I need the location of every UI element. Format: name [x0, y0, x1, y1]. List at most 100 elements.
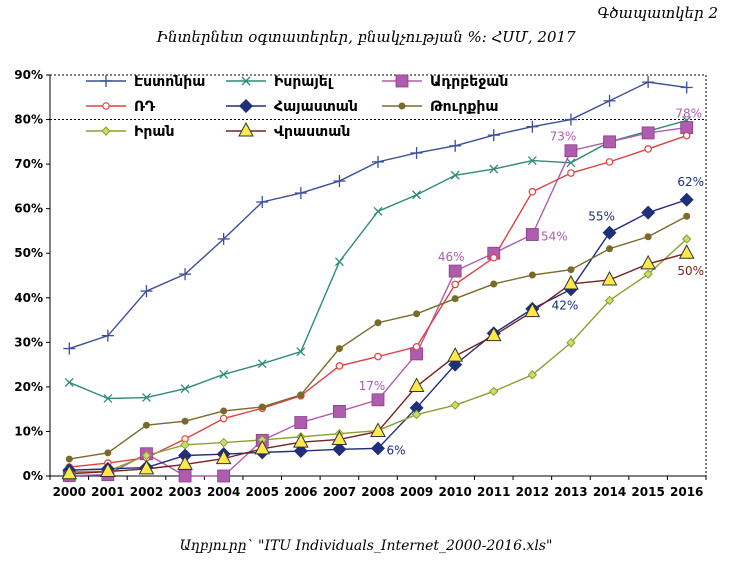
data-point [525, 228, 539, 241]
data-point [217, 232, 230, 245]
data-label: 54% [541, 230, 568, 244]
data-point [447, 347, 464, 362]
data-point [567, 266, 575, 274]
data-point [138, 459, 155, 475]
data-point [334, 257, 344, 267]
data-point [219, 369, 229, 379]
y-tick-label: 0% [23, 469, 43, 483]
x-tick-label: 2005 [246, 485, 279, 499]
data-point [528, 271, 536, 279]
legend-item: ՌԴ [86, 99, 156, 115]
data-point [683, 212, 691, 220]
legend-item: Իսրայել [226, 74, 334, 90]
legend-marker [102, 102, 110, 110]
chart-axes: 0% 10% 20% 30% 40% 50% 60% 70% 80% 90% 2000 2001 200… [14, 68, 707, 499]
data-point [256, 195, 269, 208]
y-tick-label: 60% [14, 202, 43, 216]
data-point [490, 280, 498, 288]
legend-item: Հայաստան [226, 99, 358, 115]
data-point [678, 244, 695, 259]
data-point [333, 175, 346, 188]
y-tick-label: 10% [14, 424, 43, 438]
data-point [604, 295, 615, 306]
data-point [296, 347, 306, 357]
data-point [448, 264, 462, 278]
data-point [140, 285, 153, 298]
data-point [374, 319, 382, 327]
data-point [332, 442, 347, 457]
data-point [61, 464, 78, 480]
series-line [69, 134, 687, 468]
data-point [641, 126, 655, 140]
data-point [485, 326, 502, 342]
data-point [681, 234, 692, 244]
y-tick-label: 50% [14, 246, 43, 260]
data-label: 42% [552, 298, 579, 312]
data-point [297, 391, 305, 399]
legend-marker [239, 99, 253, 113]
data-point [408, 377, 425, 392]
chart-title: Ինտերնետ օգտատերեր, բնակչության %: ՀՍՄ, … [156, 28, 576, 46]
data-label: 55% [588, 210, 615, 224]
x-tick-label: 2013 [554, 485, 587, 499]
data-point [294, 187, 307, 200]
data-point [450, 170, 460, 180]
data-point [603, 135, 616, 149]
data-point [563, 274, 579, 290]
x-tick-label: 2010 [438, 485, 471, 499]
data-point [370, 422, 386, 437]
x-tick-label: 2006 [284, 485, 317, 499]
x-tick-label: 2016 [670, 485, 703, 499]
data-point [680, 121, 694, 134]
data-point [564, 144, 578, 158]
data-point [292, 433, 309, 448]
legend-label: Ադրբեջան [430, 74, 508, 90]
data-point [566, 158, 576, 168]
x-tick-label: 2009 [400, 485, 433, 499]
data-label: 6% [386, 443, 405, 457]
source-note: Աղբյուրը` "ITU Individuals_Internet_2000… [179, 538, 553, 554]
data-point [218, 437, 229, 448]
data-point [641, 205, 656, 220]
data-point [605, 158, 614, 166]
legend-label: Թուրքիա [430, 99, 499, 115]
data-point [103, 394, 113, 403]
data-point [640, 254, 656, 270]
data-point [606, 245, 614, 253]
data-point [215, 449, 232, 465]
x-tick-label: 2014 [593, 485, 626, 499]
data-point [371, 441, 385, 456]
legend-marker [238, 121, 254, 137]
x-tick-label: 2000 [53, 485, 86, 499]
data-point [679, 192, 694, 207]
legend-label: Էստոնիա [134, 74, 205, 90]
data-point [331, 430, 348, 445]
data-point [644, 145, 652, 153]
data-point [177, 455, 193, 470]
data-point [180, 384, 190, 394]
data-label: 62% [677, 175, 704, 189]
data-point [65, 455, 73, 463]
data-point [644, 233, 652, 241]
legend-label: ՌԴ [134, 99, 156, 115]
legend-item: Իրան [86, 124, 174, 140]
data-point [257, 359, 267, 369]
legend-label: Իրան [134, 124, 174, 140]
data-label: 17% [359, 379, 386, 393]
data-point [179, 268, 192, 281]
y-tick-label: 40% [14, 291, 43, 305]
legend-marker [241, 76, 251, 86]
data-label: 46% [438, 250, 465, 264]
data-point [142, 393, 151, 403]
data-point [335, 345, 343, 353]
data-point [412, 190, 422, 200]
data-point [602, 225, 617, 240]
series-lines [61, 76, 695, 483]
y-tick-label: 30% [14, 335, 43, 349]
data-point [141, 450, 152, 461]
data-point [258, 403, 266, 411]
data-point [566, 338, 576, 348]
series-line [69, 252, 687, 475]
legend-marker [395, 74, 409, 88]
